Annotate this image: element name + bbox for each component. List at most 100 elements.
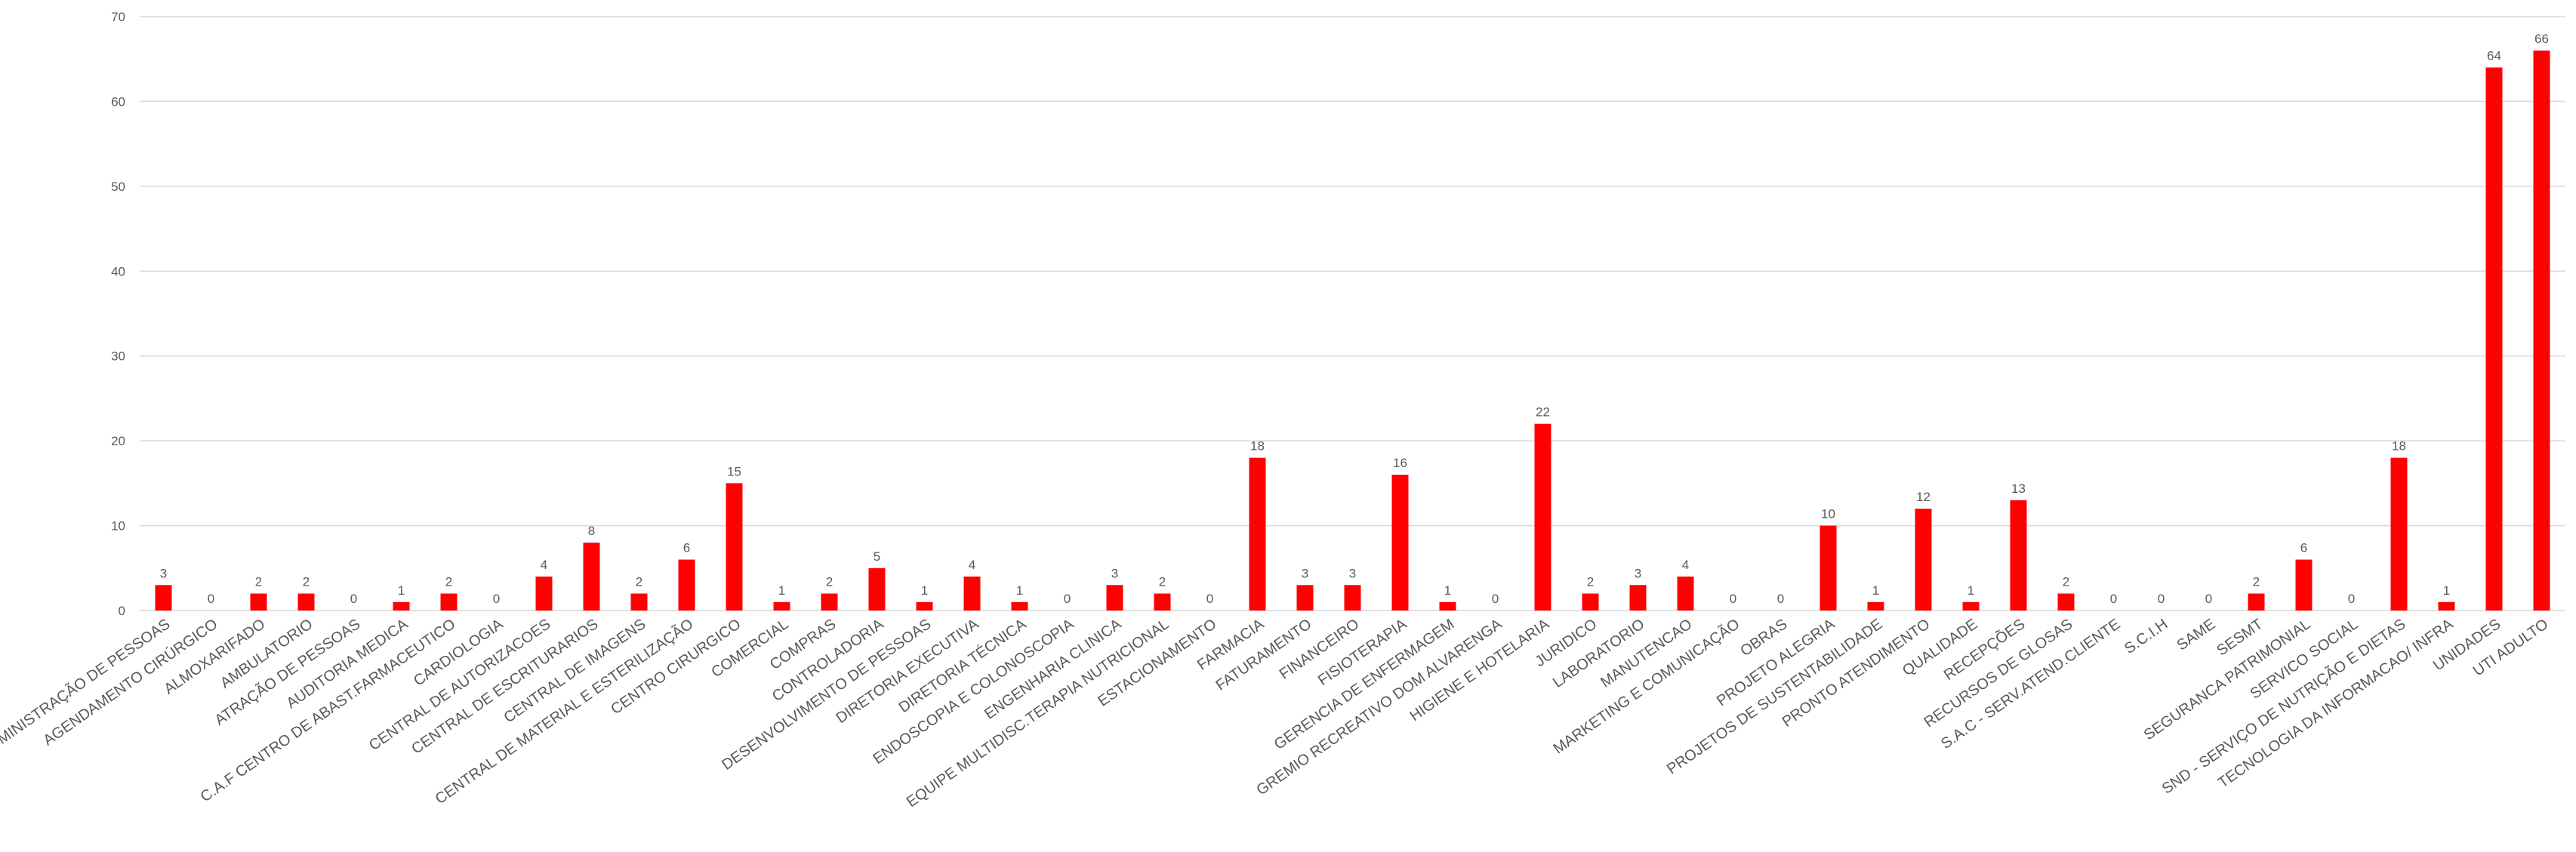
data-label: 4	[541, 558, 547, 572]
data-label: 13	[2011, 481, 2026, 496]
bar	[2057, 593, 2075, 611]
bar	[1391, 475, 1409, 611]
data-label: 2	[1159, 575, 1166, 589]
bar	[297, 593, 315, 611]
data-label: 6	[2300, 541, 2307, 555]
data-label: 0	[2158, 592, 2165, 606]
data-label: 22	[1536, 405, 1550, 420]
bar	[963, 577, 981, 611]
bar	[916, 601, 933, 611]
y-tick-label: 30	[111, 349, 125, 364]
data-label: 1	[2443, 583, 2450, 598]
x-tick-label: S.C.I.H	[2122, 616, 2171, 657]
bar	[2295, 559, 2313, 611]
x-tick-label: ADMINISTRAÇÃO DE PESSOAS	[0, 614, 173, 759]
data-label: 2	[2063, 575, 2069, 589]
data-label: 1	[398, 583, 405, 598]
data-label: 0	[208, 592, 214, 606]
bar	[2010, 500, 2027, 611]
bar	[1867, 601, 1884, 611]
bar	[1677, 577, 1694, 611]
data-label: 12	[1916, 490, 1930, 504]
data-label: 2	[1587, 575, 1594, 589]
data-label: 2	[826, 575, 833, 589]
data-label: 0	[2348, 592, 2355, 606]
bar	[773, 601, 790, 611]
data-label: 4	[969, 558, 975, 572]
y-tick-label: 0	[119, 604, 125, 618]
y-tick-label: 50	[111, 180, 125, 194]
data-label: 0	[1206, 592, 1213, 606]
bar	[2390, 457, 2408, 611]
data-label: 3	[1302, 566, 1308, 580]
data-label: 0	[2205, 592, 2212, 606]
data-label: 2	[255, 575, 262, 589]
data-label: 1	[1872, 583, 1879, 598]
x-tick-label: SAME	[2174, 616, 2218, 654]
bar	[440, 593, 458, 611]
data-label: 3	[160, 566, 167, 580]
data-label: 8	[588, 524, 595, 538]
data-label: 1	[1967, 583, 1974, 598]
bar	[1629, 585, 1647, 611]
data-label: 5	[874, 549, 880, 564]
y-tick-label: 20	[111, 434, 125, 448]
data-label: 6	[683, 541, 690, 555]
gridlines	[140, 16, 2565, 611]
data-label: 16	[1393, 456, 1407, 470]
x-tick-label: AGENDAMENTO CIRÚRGICO	[40, 615, 221, 749]
data-label: 3	[1349, 566, 1356, 580]
y-tick-label: 60	[111, 94, 125, 109]
bar	[155, 585, 172, 611]
data-label: 15	[727, 464, 741, 478]
bar	[630, 593, 648, 611]
bar	[678, 559, 695, 611]
bar	[250, 593, 267, 611]
bar	[1154, 593, 1171, 611]
bar	[821, 593, 838, 611]
data-label: 0	[350, 592, 357, 606]
bar	[583, 543, 600, 611]
data-label: 18	[1250, 439, 1265, 454]
bars	[155, 50, 2550, 611]
data-label: 0	[2110, 592, 2117, 606]
data-label: 1	[1444, 583, 1451, 598]
bar	[535, 577, 553, 611]
data-label: 2	[445, 575, 452, 589]
bar	[1011, 601, 1028, 611]
bar	[1962, 601, 1980, 611]
bar	[393, 601, 410, 611]
data-label: 66	[2534, 32, 2549, 46]
data-label: 18	[2392, 439, 2406, 454]
y-tick-label: 10	[111, 519, 125, 534]
data-label: 3	[1111, 566, 1118, 580]
bar	[1296, 585, 1314, 611]
data-label: 0	[1492, 592, 1499, 606]
data-label: 64	[2487, 48, 2501, 63]
data-label: 1	[778, 583, 785, 598]
data-label: 0	[1064, 592, 1071, 606]
data-label: 3	[1635, 566, 1641, 580]
bar	[1820, 525, 1837, 611]
bar	[1582, 593, 1599, 611]
bar	[1915, 509, 1932, 611]
bar	[1106, 585, 1123, 611]
data-label: 2	[2253, 575, 2260, 589]
data-label: 0	[493, 592, 500, 606]
bar	[1534, 423, 1551, 611]
data-label: 1	[921, 583, 928, 598]
bar	[2248, 593, 2265, 611]
bar	[1249, 457, 1266, 611]
bar	[1439, 601, 1456, 611]
bar	[2533, 50, 2550, 611]
data-label: 4	[1682, 558, 1689, 572]
y-tick-label: 40	[111, 264, 125, 278]
bar	[2485, 67, 2503, 611]
bar	[1344, 585, 1361, 611]
y-tick-label: 70	[111, 10, 125, 24]
bar	[868, 567, 886, 611]
bar	[2438, 601, 2455, 611]
